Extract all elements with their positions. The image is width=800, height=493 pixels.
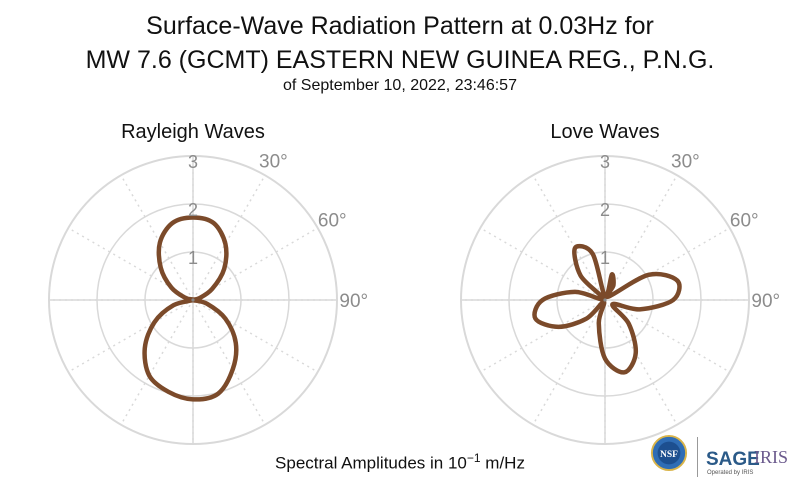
figure-subtitle: of September 10, 2022, 23:46:57: [283, 77, 517, 94]
polar-spoke: [532, 299, 606, 426]
caption-prefix: Spectral Amplitudes in: [275, 453, 448, 473]
operated-by-text: Operated by IRIS: [707, 470, 754, 476]
polar-spoke: [604, 174, 678, 301]
polar-spoke: [120, 299, 194, 426]
amplitude-units-caption: Spectral Amplitudes in 10−1 m/Hz: [0, 451, 800, 474]
radial-tick-label: 1: [188, 248, 198, 268]
sage-logo[interactable]: SAGE: [706, 449, 760, 470]
angle-tick-label: 30°: [671, 152, 700, 173]
radial-tick-label: 3: [188, 152, 198, 172]
polar-spoke: [67, 299, 194, 373]
angle-tick-label: 60°: [730, 211, 759, 232]
polar-spoke: [192, 299, 266, 426]
radial-tick-label: 2: [600, 200, 610, 220]
polar-spoke: [192, 299, 319, 373]
polar-center-dot: [191, 298, 195, 302]
logo-divider: [697, 437, 698, 477]
iris-logo[interactable]: IRIS: [754, 447, 789, 467]
polar-spoke: [604, 299, 731, 373]
polar-spoke: [479, 299, 606, 373]
radiation-pattern-curve: [532, 243, 682, 375]
polar-spoke: [479, 227, 606, 301]
caption-unit-suffix: m/Hz: [480, 453, 525, 473]
caption-unit-base: 10: [447, 453, 467, 473]
rayleigh-polar-plot: 1 2 3 30° 60° 90°: [48, 152, 368, 445]
radiation-pattern-curve: [142, 215, 239, 402]
angle-tick-label: 60°: [318, 211, 347, 232]
love-panel-title: Love Waves: [550, 121, 659, 143]
polar-spoke: [532, 174, 606, 301]
nsf-logo-text: NSF: [660, 450, 678, 460]
polar-spoke: [120, 174, 194, 301]
nsf-logo[interactable]: NSF: [650, 434, 688, 472]
radial-tick-label: 2: [188, 200, 198, 220]
radial-tick-label: 3: [600, 152, 610, 172]
polar-spoke: [192, 174, 266, 301]
figure-title-line2: MW 7.6 (GCMT) EASTERN NEW GUINEA REG., P…: [86, 46, 715, 74]
love-polar-plot: 1 2 3 30° 60° 90°: [460, 152, 780, 445]
polar-spoke: [604, 299, 678, 426]
polar-center-dot: [603, 298, 607, 302]
angle-tick-label: 90°: [751, 291, 780, 312]
figure-title-line1: Surface-Wave Radiation Pattern at 0.03Hz…: [146, 12, 654, 40]
caption-unit-exponent: −1: [466, 451, 481, 465]
angle-tick-label: 30°: [259, 152, 288, 173]
angle-tick-label: 90°: [339, 291, 368, 312]
rayleigh-panel-title: Rayleigh Waves: [121, 121, 265, 143]
radial-tick-label: 1: [600, 248, 610, 268]
